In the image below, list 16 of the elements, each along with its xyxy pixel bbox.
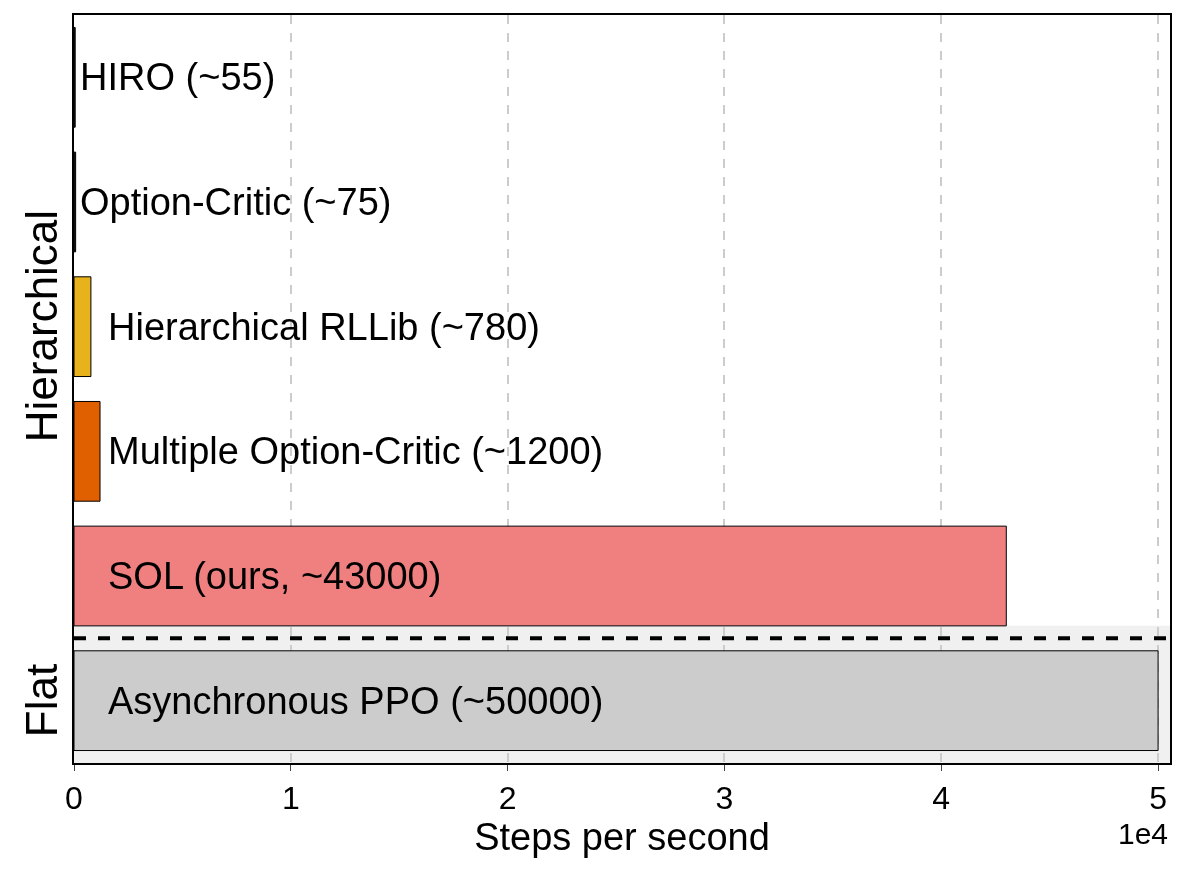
y-tick-label: HIRO (~55) xyxy=(80,56,276,98)
y-tick-label: Multiple Option-Critic (~1200) xyxy=(108,430,604,472)
x-axis-title: Steps per second xyxy=(474,816,770,859)
y-tick-label: SOL (ours, ~43000) xyxy=(108,555,442,597)
x-tick-label: 1 xyxy=(281,780,300,817)
x-tick-label: 3 xyxy=(715,780,734,817)
y-tick-label: Asynchronous PPO (~50000) xyxy=(108,680,604,722)
y-tick-label: Option-Critic (~75) xyxy=(80,181,392,223)
text: 1e4 xyxy=(1118,817,1169,850)
x-tick-label: 4 xyxy=(932,780,951,817)
y-tick-label: Hierarchical RLLib (~780) xyxy=(108,306,540,348)
text: Flat xyxy=(16,663,66,738)
x-tick-label: 5 xyxy=(1149,780,1167,817)
x-tick-label: 2 xyxy=(498,780,517,817)
x-tick-label: 0 xyxy=(65,780,83,817)
text: Hierarchical xyxy=(16,209,66,443)
